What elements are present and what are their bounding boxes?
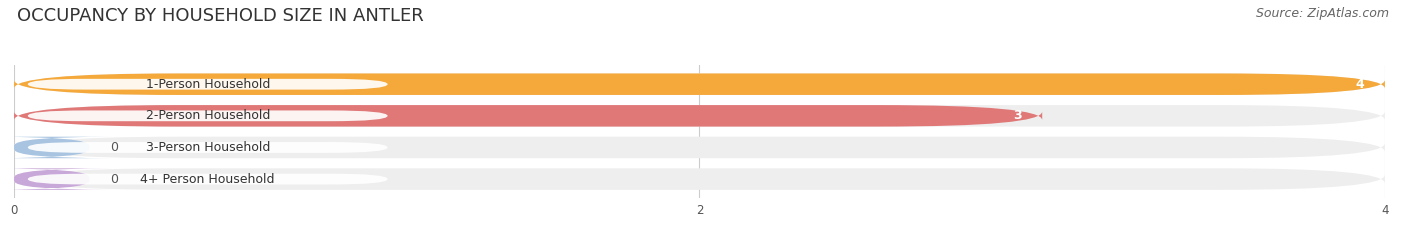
FancyBboxPatch shape [28,174,388,185]
Text: OCCUPANCY BY HOUSEHOLD SIZE IN ANTLER: OCCUPANCY BY HOUSEHOLD SIZE IN ANTLER [17,7,423,25]
Text: 4+ Person Household: 4+ Person Household [141,173,276,185]
Text: 1-Person Household: 1-Person Household [145,78,270,91]
FancyBboxPatch shape [14,137,1385,158]
FancyBboxPatch shape [14,73,1385,95]
Text: 4: 4 [1355,78,1364,91]
Text: Source: ZipAtlas.com: Source: ZipAtlas.com [1256,7,1389,20]
FancyBboxPatch shape [28,110,388,121]
Text: 3-Person Household: 3-Person Household [145,141,270,154]
FancyBboxPatch shape [28,79,388,90]
FancyBboxPatch shape [14,73,1385,95]
Text: 0: 0 [110,141,118,154]
Text: 0: 0 [110,173,118,185]
Text: 2-Person Household: 2-Person Household [145,109,270,122]
Text: 3: 3 [1012,109,1022,122]
FancyBboxPatch shape [0,168,112,190]
FancyBboxPatch shape [28,142,388,153]
FancyBboxPatch shape [14,168,1385,190]
FancyBboxPatch shape [14,105,1042,127]
FancyBboxPatch shape [0,137,112,158]
FancyBboxPatch shape [14,105,1385,127]
